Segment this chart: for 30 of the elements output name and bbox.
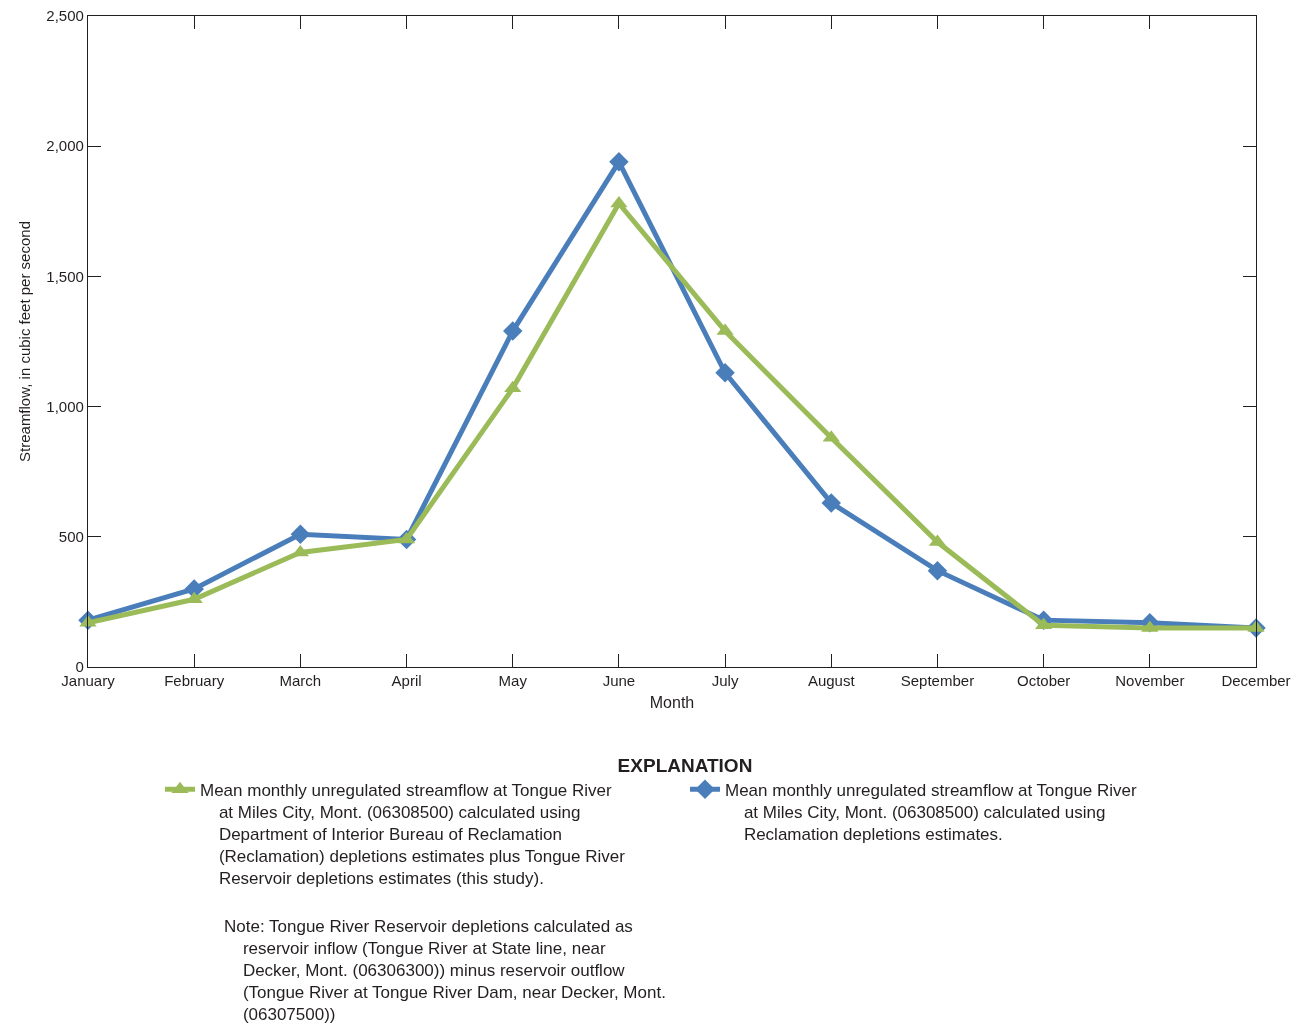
x-tick-label: September [900,672,975,690]
point [715,363,735,383]
text: Note: Tongue River Reservoir depletions calculated as reservoir inflow (Tongue River at State line, near Decker, Mont. (06306300)) minus reservoir outflow (Tongue River at Tongue River Dam, near Decker, Mont. (06307500)) [224,917,666,1025]
y-tick-label: 2,500 [46,7,84,25]
y-tick-label: 2,000 [46,137,84,155]
legend-label: Mean monthly unregulated streamflow at Tongue River at Miles City, Mont. (06308500) calculated using Department of Interior Bureau of Reclamation (Reclamation) depletions estimates plus Tongue River Reservoir depletions estimates (this study). [200,780,626,889]
x-tick-label: August [807,672,856,690]
point [610,195,628,208]
x-tick-label: June [602,672,636,690]
y-tick-label: 500 [58,528,84,546]
x-tick-label: May [498,672,528,690]
x-axis-title: Month [649,693,695,711]
x-tick-label: November [1115,672,1185,690]
point [821,493,842,513]
x-tick-label: October [1016,672,1071,690]
x-tick-label: July [711,672,739,690]
legend-label: Mean monthly unregulated streamflow at Tongue River at Miles City, Mont. (06308500) calculated using Reclamation depletions estimates. [725,780,1138,845]
legend-title: EXPLANATION [617,754,753,776]
y-tick-label: 1,500 [46,267,84,285]
x-tick-label: April [391,672,422,690]
point [290,524,311,544]
y-tick-label: 1,000 [46,397,84,415]
point [504,380,522,393]
point [609,152,629,172]
x-tick-label: February [164,672,225,690]
y-axis-title: Streamflow, in cubic feet per second [15,221,33,462]
point [502,321,523,341]
x-tick-label: March [279,672,322,690]
x-tick-label: December [1221,672,1291,690]
point [927,560,948,581]
